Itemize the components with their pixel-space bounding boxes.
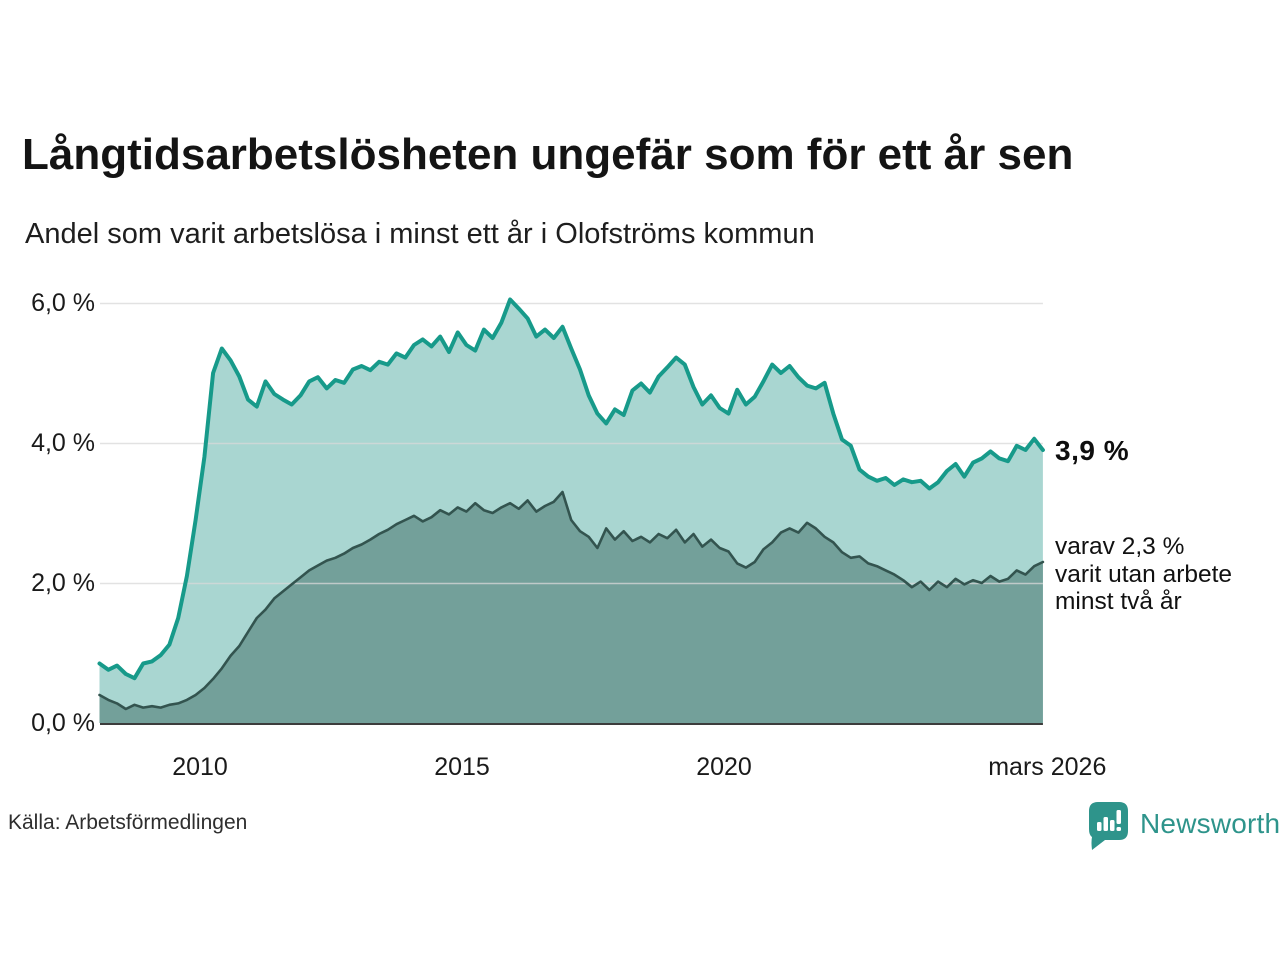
y-axis-tick-3: 0,0 % [31,709,95,737]
annotation-line-1: varav 2,3 % [1055,533,1185,560]
y-axis-tick-2: 2,0 % [31,569,95,597]
page-subtitle: Andel som varit arbetslösa i minst ett å… [25,218,815,250]
annotation-line-2: varit utan arbete [1055,560,1233,588]
source-credit: Källa: Arbetsförmedlingen [8,811,248,834]
x-axis-tick-2020: 2020 [696,753,752,781]
annotation-line-3: minst två år [1055,588,1182,615]
newsworthy-brand: Newsworthy [1088,801,1280,851]
secondary-series-annotation: varav 2,3 % varit utan arbete minst två … [1055,533,1280,616]
x-axis-tick-2010: 2010 [172,753,228,781]
y-axis-tick-0: 6,0 % [31,289,95,317]
y-axis-tick-1: 4,0 % [31,429,95,457]
x-axis-tick-mars-2026: mars 2026 [988,753,1107,781]
page-title: Långtidsarbetslösheten ungefär som för e… [22,130,1074,179]
x-axis-tick-2015: 2015 [434,753,490,781]
newsworthy-wordmark: Newsworthy [1140,808,1280,839]
series-end-value-label: 3,9 % [1055,435,1130,466]
newsworthy-logo-icon [1089,802,1128,850]
